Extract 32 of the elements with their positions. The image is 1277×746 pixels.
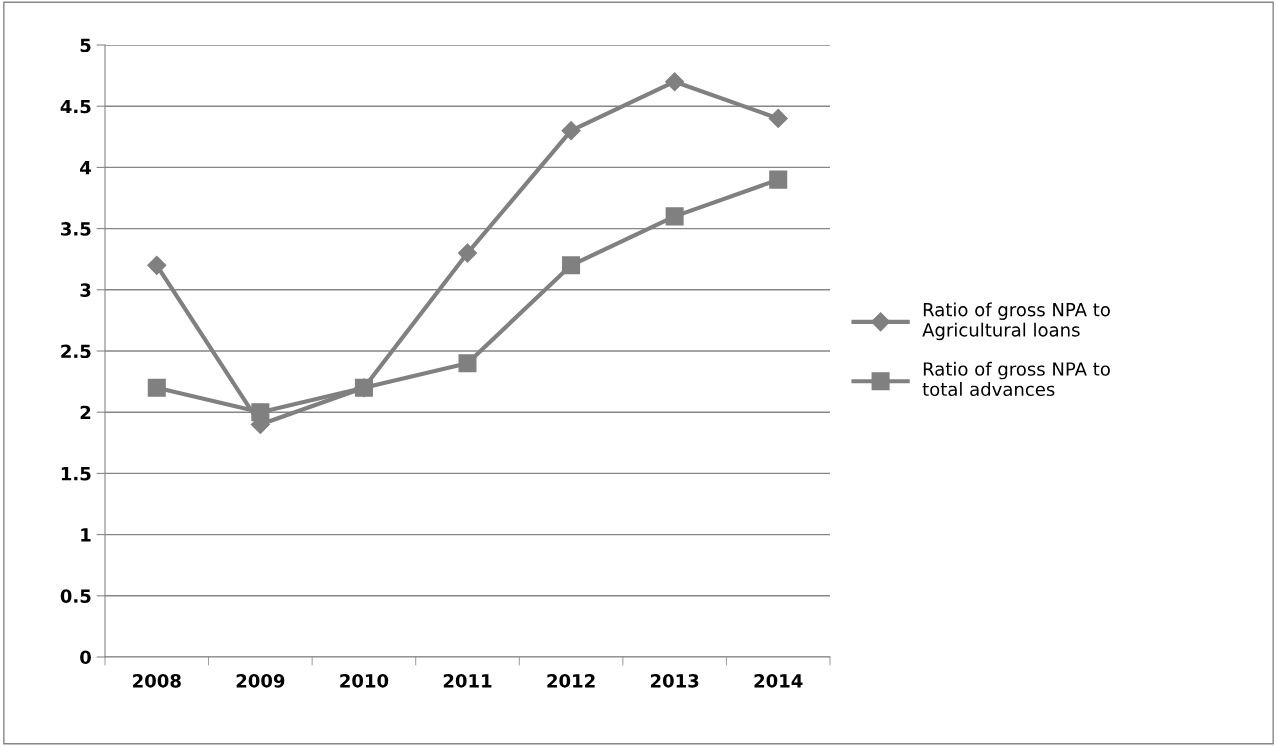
y-tick-label: 3 [80, 283, 91, 297]
y-tick-label: 3.5 [61, 222, 91, 236]
point [458, 354, 477, 373]
point [251, 403, 270, 422]
y-tick-label: 1.5 [61, 467, 91, 481]
x-tick-label: 2013 [650, 673, 699, 688]
point [147, 378, 166, 397]
point [665, 72, 685, 92]
y-tick-label: 1 [81, 528, 91, 542]
x-tick-label: 2008 [133, 673, 181, 688]
point [768, 108, 788, 128]
y-tick-label: 0.5 [60, 589, 91, 603]
legend-label: Ratio of gross NPA to Agricultural loans [922, 302, 1110, 341]
point [562, 256, 581, 275]
point [665, 207, 684, 226]
x-tick-label: 2010 [340, 673, 389, 688]
point [561, 121, 581, 141]
y-tick-label: 2.5 [61, 344, 91, 359]
point [457, 243, 478, 263]
point [769, 170, 788, 189]
y-tick-label: 4.5 [60, 99, 91, 114]
y-tick-label: 5 [80, 38, 91, 53]
y-tick-label: 2 [80, 405, 91, 420]
x-tick-label: 2011 [443, 673, 492, 688]
legend-label: Ratio of gross NPA to total advances [922, 361, 1110, 397]
x-tick-label: 2014 [754, 673, 803, 688]
y-tick-label: 4 [80, 161, 91, 175]
x-tick-label: 2012 [547, 673, 595, 688]
y-tick-label: 0 [80, 650, 91, 665]
point [147, 255, 167, 275]
point [354, 378, 373, 397]
x-tick-label: 2009 [236, 673, 285, 688]
